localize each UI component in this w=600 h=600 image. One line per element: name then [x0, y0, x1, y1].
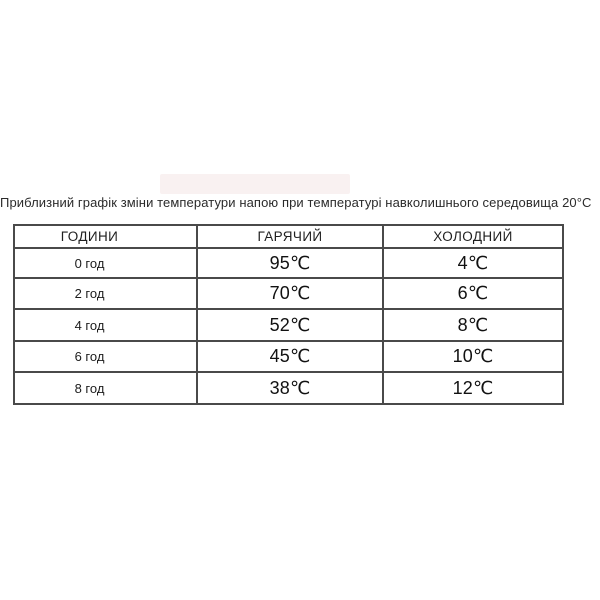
hours-cell: 8 год: [13, 371, 198, 405]
hot-temp-cell: 38℃: [196, 371, 384, 405]
hours-cell: 2 год: [13, 277, 198, 310]
table-caption: Приблизний графік зміни температури напо…: [0, 195, 592, 210]
table-row: 4 год 52℃ 8℃: [13, 308, 564, 342]
hours-cell: 4 год: [13, 308, 198, 342]
cold-temp-cell: 4℃: [382, 247, 564, 279]
table-row: 0 год 95℃ 4℃: [13, 247, 564, 279]
cold-temp-cell: 6℃: [382, 277, 564, 310]
watermark-smudge: [160, 174, 350, 194]
table-row: 8 год 38℃ 12℃: [13, 371, 564, 405]
column-header-hot: ГАРЯЧИЙ: [196, 224, 384, 249]
cold-temp-cell: 8℃: [382, 308, 564, 342]
cold-temp-cell: 10℃: [382, 340, 564, 373]
temperature-table: ГОДИНИ ГАРЯЧИЙ ХОЛОДНИЙ 0 год 95℃ 4℃ 2 г…: [13, 224, 564, 405]
hours-cell: 6 год: [13, 340, 198, 373]
hot-temp-cell: 52℃: [196, 308, 384, 342]
hot-temp-cell: 70℃: [196, 277, 384, 310]
column-header-hours: ГОДИНИ: [13, 224, 198, 249]
hot-temp-cell: 45℃: [196, 340, 384, 373]
hot-temp-cell: 95℃: [196, 247, 384, 279]
hours-cell: 0 год: [13, 247, 198, 279]
table-row: 6 год 45℃ 10℃: [13, 340, 564, 373]
table-row: 2 год 70℃ 6℃: [13, 277, 564, 310]
header-row: ГОДИНИ ГАРЯЧИЙ ХОЛОДНИЙ: [13, 224, 564, 249]
column-header-cold: ХОЛОДНИЙ: [382, 224, 564, 249]
cold-temp-cell: 12℃: [382, 371, 564, 405]
